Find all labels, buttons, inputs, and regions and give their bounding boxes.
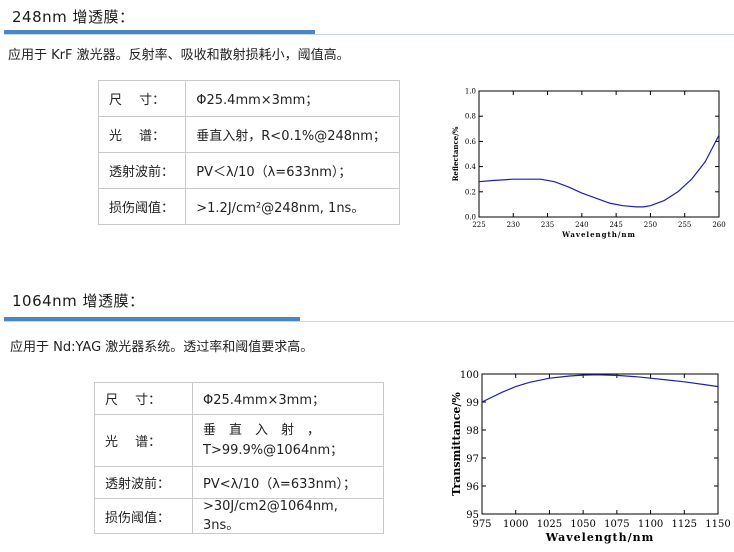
spec-table: 尺 寸： Φ25.4mm×3mm； 光 谱： 垂直入射，R<0.1%@248nm… (97, 80, 400, 225)
y-tick-label: 97 (466, 454, 479, 465)
y-tick-label: 95 (466, 510, 479, 521)
y-tick-label: 98 (466, 426, 479, 437)
y-tick-label: 1.0 (465, 88, 476, 96)
table-row: 尺 寸： Φ25.4mm×3mm； (97, 80, 400, 117)
x-tick-label: 1025 (537, 519, 562, 530)
table-row: 光 谱： 垂 直 入 射 ，T>99.9%@1064nm； (94, 414, 384, 467)
y-tick-label: 0.8 (465, 113, 476, 121)
x-tick-label: 1125 (672, 519, 697, 530)
section-divider (4, 321, 734, 322)
y-tick-label: 96 (466, 482, 479, 493)
spec-value: >1.2J/cm²@248nm, 1ns。 (185, 188, 400, 225)
table-row: 光 谱： 垂直入射，R<0.1%@248nm； (97, 116, 400, 153)
x-tick-label: 225 (472, 221, 485, 229)
plot-frame (481, 373, 719, 515)
spec-value: PV<λ/10（λ=633nm）； (192, 466, 384, 499)
spec-value: Φ25.4mm×3mm； (192, 382, 384, 415)
x-tick-label: 255 (678, 221, 691, 229)
plot-frame (478, 90, 720, 218)
x-tick-label: 240 (575, 221, 588, 229)
spec-label: 尺 寸： (97, 80, 187, 117)
x-tick-label: 1100 (638, 519, 663, 530)
section-underline (4, 317, 300, 321)
spec-label: 透射波前： (97, 152, 187, 189)
spec-label: 透射波前： (94, 466, 193, 499)
reflectance-chart: 225 230 235 240 245 250 255 260 0.0 0.2 0.4 0.6 0.8 1… (451, 88, 726, 240)
x-tick-label: 1000 (503, 519, 528, 530)
section-description: 应用于 Nd:YAG 激光器系统。透过率和阈值要求高。 (10, 340, 314, 355)
x-tick-label: 260 (712, 221, 725, 229)
y-tick-label: 0.4 (465, 163, 477, 171)
section-title: 248nm 增透膜： (12, 8, 135, 26)
spec-value: 垂 直 入 射 ，T>99.9%@1064nm； (192, 414, 384, 467)
y-tick-label: 0.6 (465, 138, 477, 146)
table-row: 透射波前： PV<λ/10（λ=633nm）； (94, 466, 384, 499)
section-underline (4, 30, 315, 34)
table-row: 损伤阈值： >30J/cm2@1064nm, 3ns。 (94, 498, 384, 534)
x-tick-label: 235 (541, 221, 554, 229)
spec-value: PV＜λ/10（λ=633nm）； (185, 152, 400, 189)
y-tick-label: 0.2 (465, 188, 476, 196)
x-tick-label: 1050 (570, 519, 595, 530)
x-axis-label: Wavelength/nm (561, 230, 636, 239)
spec-label: 尺 寸： (94, 382, 193, 415)
y-tick-label: 100 (460, 370, 479, 381)
section-description: 应用于 KrF 激光器。反射率、吸收和散射损耗小，阈值高。 (8, 48, 350, 63)
series-line (478, 134, 720, 208)
x-tick-label: 230 (507, 221, 520, 229)
table-row: 损伤阈值： >1.2J/cm²@248nm, 1ns。 (97, 188, 400, 225)
spec-label: 损伤阈值： (94, 498, 193, 534)
spec-label: 损伤阈值： (97, 188, 187, 225)
y-tick-label: 0.0 (465, 214, 476, 222)
spec-value: >30J/cm2@1064nm, 3ns。 (192, 498, 384, 534)
table-row: 透射波前： PV＜λ/10（λ=633nm）； (97, 152, 400, 189)
spec-label: 光 谱： (97, 116, 187, 153)
x-tick-label: 1150 (705, 519, 730, 530)
section-title: 1064nm 增透膜： (12, 292, 145, 310)
table-row: 尺 寸： Φ25.4mm×3mm； (94, 382, 384, 415)
transmittance-chart: 975 1000 1025 1050 1075 1100 1125 1150 95 96 97 98 9… (450, 370, 730, 544)
x-axis-label: Wavelength/nm (545, 531, 655, 544)
x-tick-label: 250 (644, 221, 657, 229)
spec-value: 垂直入射，R<0.1%@248nm； (185, 116, 400, 153)
section-divider (4, 34, 734, 35)
series-line (481, 374, 719, 403)
x-tick-label: 245 (609, 221, 622, 229)
x-tick-label: 975 (472, 519, 491, 530)
spec-value: Φ25.4mm×3mm； (185, 80, 400, 117)
x-tick-label: 1075 (604, 519, 629, 530)
y-tick-label: 99 (466, 398, 479, 409)
y-axis-label: Reflectance/% (451, 126, 460, 181)
y-axis-label: Transmittance/% (450, 392, 463, 496)
spec-label: 光 谱： (94, 414, 193, 467)
spec-table: 尺 寸： Φ25.4mm×3mm； 光 谱： 垂 直 入 射 ，T>99.9%@… (94, 382, 384, 534)
